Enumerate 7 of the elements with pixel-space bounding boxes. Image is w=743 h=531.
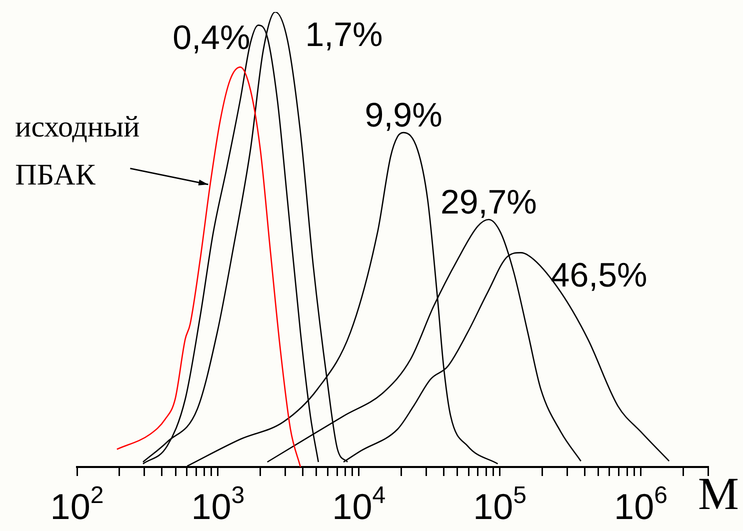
series-label: 1,7% bbox=[305, 16, 383, 54]
series-label: 0,4% bbox=[172, 19, 250, 58]
annotation: исходный ПБАК bbox=[15, 110, 140, 192]
series-label: 29,7% bbox=[440, 183, 537, 222]
series-label: 9,9% bbox=[364, 96, 442, 135]
series-label: 46,5% bbox=[550, 256, 648, 295]
x-axis-title: M bbox=[698, 468, 739, 519]
